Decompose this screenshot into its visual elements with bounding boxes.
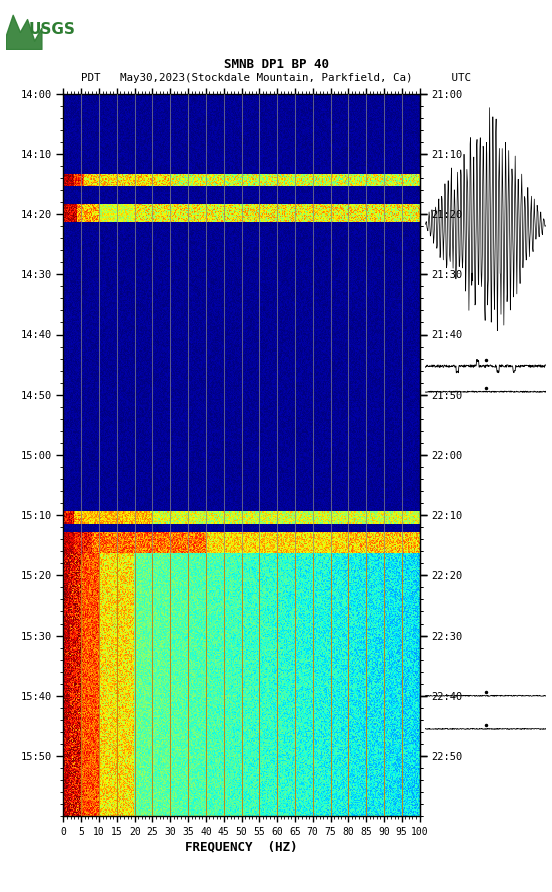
X-axis label: FREQUENCY  (HZ): FREQUENCY (HZ) bbox=[185, 841, 298, 854]
Text: SMNB DP1 BP 40: SMNB DP1 BP 40 bbox=[224, 58, 328, 70]
Text: USGS: USGS bbox=[29, 22, 76, 37]
Text: PDT   May30,2023(Stockdale Mountain, Parkfield, Ca)      UTC: PDT May30,2023(Stockdale Mountain, Parkf… bbox=[81, 72, 471, 83]
